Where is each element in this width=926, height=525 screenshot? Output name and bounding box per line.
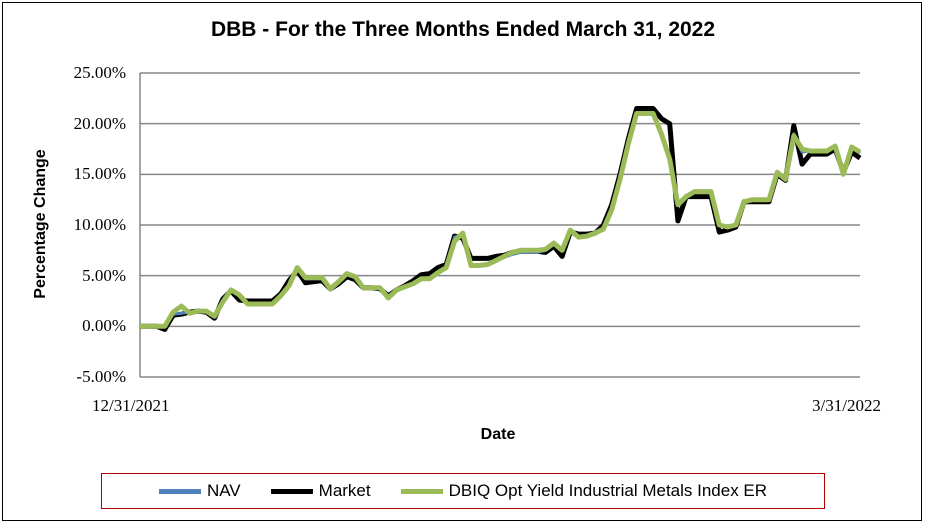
legend-label-nav: NAV bbox=[206, 481, 241, 500]
series-line-nav bbox=[140, 112, 861, 328]
legend-swatch-index bbox=[400, 488, 443, 494]
legend-label-market: Market bbox=[318, 481, 371, 500]
y-tick-label: -5.00% bbox=[76, 367, 126, 386]
x-axis-label: Date bbox=[480, 426, 516, 443]
series-line-market bbox=[140, 106, 862, 332]
legend-item-index: DBIQ Opt Yield Industrial Metals Index E… bbox=[400, 481, 768, 501]
x-tick-label-end: 3/31/2022 bbox=[812, 396, 881, 415]
y-tick-label: 5.00% bbox=[82, 265, 126, 285]
legend-swatch-market bbox=[270, 488, 313, 494]
legend: NAV Market DBIQ Opt Yield Industrial Met… bbox=[101, 473, 825, 509]
legend-swatch-nav bbox=[158, 488, 201, 494]
y-tick-label: 15.00% bbox=[73, 164, 126, 184]
y-tick-label: 20.00% bbox=[73, 113, 126, 133]
chart-title: DBB - For the Three Months Ended March 3… bbox=[210, 18, 716, 41]
legend-label-index: DBIQ Opt Yield Industrial Metals Index E… bbox=[448, 481, 768, 500]
legend-item-market: Market bbox=[270, 481, 371, 501]
legend-item-nav: NAV bbox=[158, 481, 241, 501]
y-tick-label: 0.00% bbox=[82, 316, 126, 336]
x-tick-label-start: 12/31/2021 bbox=[92, 396, 170, 415]
y-tick-label: 10.00% bbox=[73, 215, 126, 234]
series-line-index bbox=[140, 111, 862, 329]
y-tick-label: 25.00% bbox=[73, 63, 126, 82]
